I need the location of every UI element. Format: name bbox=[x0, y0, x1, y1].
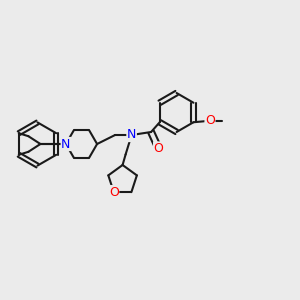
Text: O: O bbox=[205, 114, 215, 127]
Text: N: N bbox=[61, 137, 70, 151]
Text: O: O bbox=[109, 186, 119, 199]
Text: N: N bbox=[127, 128, 136, 142]
Text: O: O bbox=[154, 142, 164, 155]
